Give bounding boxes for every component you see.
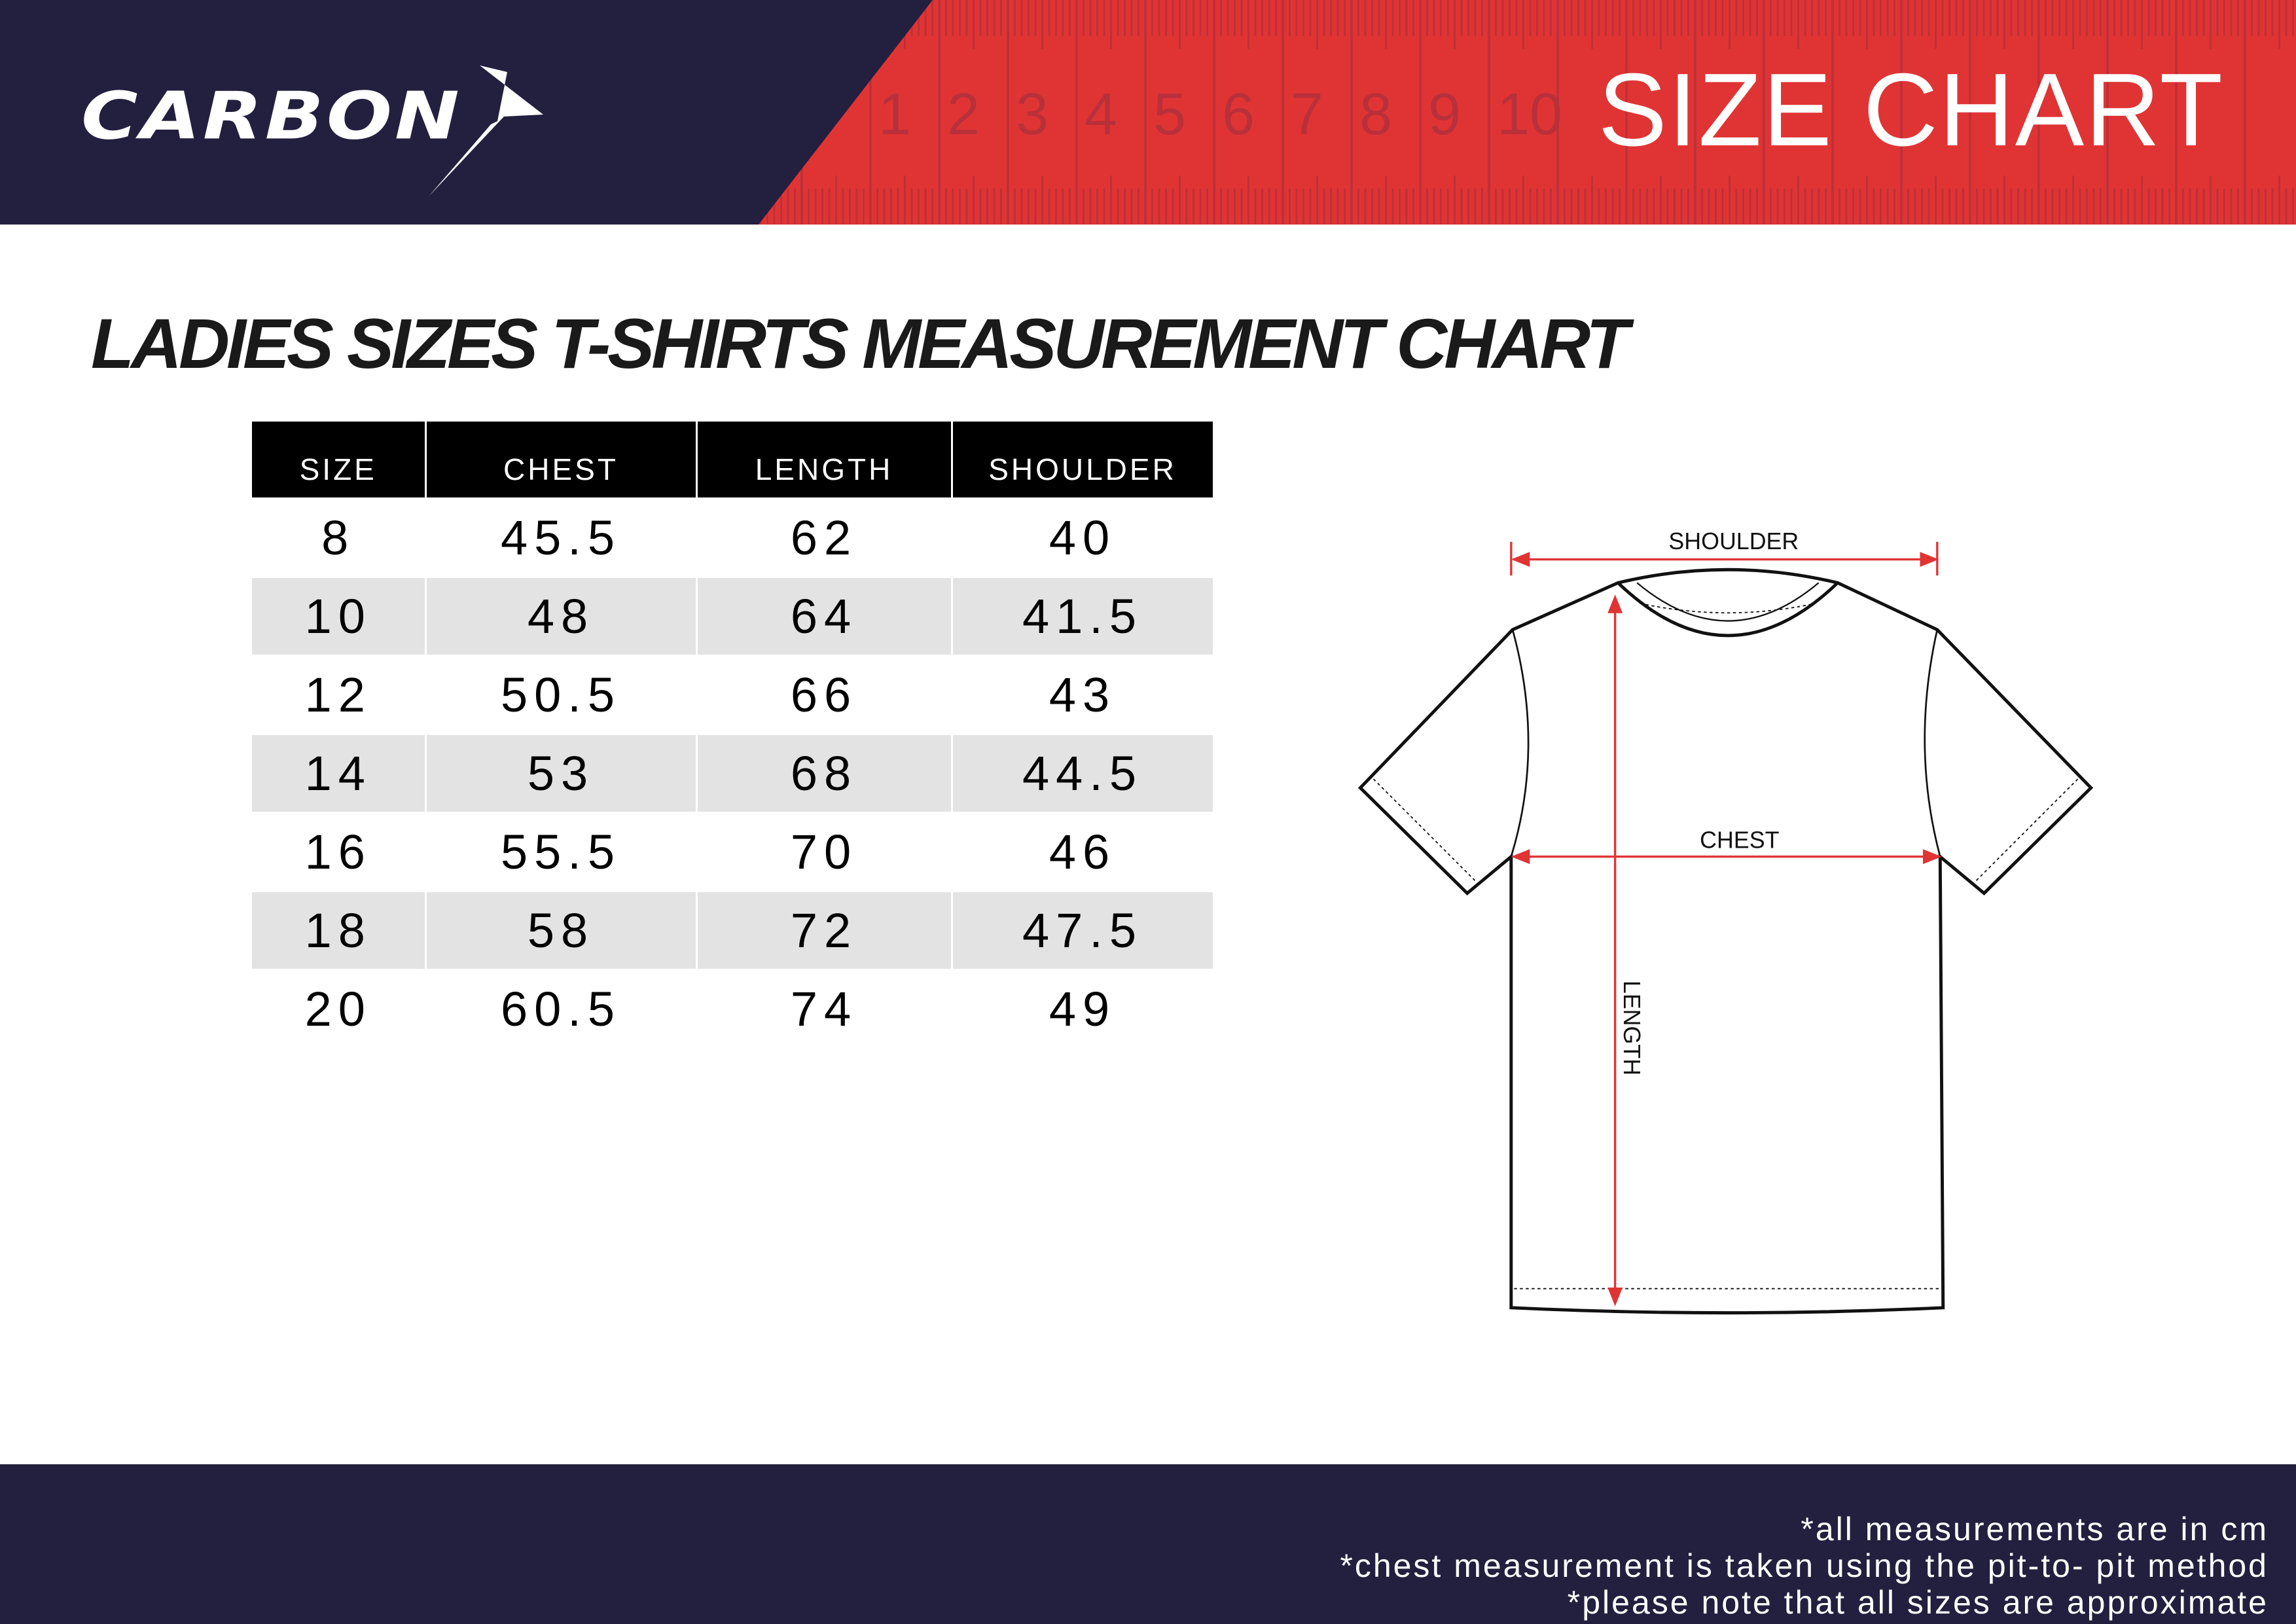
footer-note: *chest measurement is taken using the pi… xyxy=(1340,1547,2269,1584)
column-header-size: SIZE xyxy=(252,422,427,498)
ruler-number: 6 xyxy=(1222,82,1255,147)
ruler-number: 3 xyxy=(1016,82,1049,147)
column-header-shoulder: SHOULDER xyxy=(952,422,1215,498)
chest-label: CHEST xyxy=(1700,827,1779,853)
table-row: 10 48 64 41.5 xyxy=(252,575,1215,655)
cell-size: 8 xyxy=(252,497,427,577)
footer: *all measurements are in cm *chest measu… xyxy=(0,1464,2296,1624)
table-row: 18 58 72 47.5 xyxy=(252,890,1215,969)
brand-logo: CARBON xyxy=(81,77,462,154)
cell-size: 14 xyxy=(252,732,427,812)
shoulder-label: SHOULDER xyxy=(1668,528,1799,554)
cell-shoulder: 47.5 xyxy=(952,890,1215,969)
size-table: SIZE CHEST LENGTH SHOULDER 8 45.5 62 40 10 48 64 4… xyxy=(252,422,1215,1047)
ruler-number: 5 xyxy=(1153,82,1186,147)
cell-shoulder: 41.5 xyxy=(952,575,1215,655)
ruler-number: 2 xyxy=(947,82,980,147)
table-row: 8 45.5 62 40 xyxy=(252,497,1215,577)
cell-size: 12 xyxy=(252,654,427,734)
length-label: LENGTH xyxy=(1619,981,1645,1075)
cell-length: 62 xyxy=(696,497,953,577)
footer-note: *all measurements are in cm xyxy=(1801,1511,2269,1547)
cell-size: 16 xyxy=(252,811,427,891)
table-row: 12 50.5 66 43 xyxy=(252,654,1215,734)
cell-length: 66 xyxy=(696,654,953,734)
cell-chest: 48 xyxy=(425,575,698,655)
cell-shoulder: 46 xyxy=(952,811,1215,891)
ruler-number: 9 xyxy=(1428,82,1461,147)
ruler-number: 8 xyxy=(1359,82,1392,147)
table-row: 20 60.5 74 49 xyxy=(252,968,1215,1047)
cell-length: 74 xyxy=(696,968,953,1047)
column-header-chest: CHEST xyxy=(425,422,698,498)
cell-chest: 58 xyxy=(425,890,698,969)
cell-size: 18 xyxy=(252,890,427,969)
cell-chest: 45.5 xyxy=(425,497,698,577)
header-banner: 1 2 3 4 5 6 7 8 9 10 CARBON SIZE CHART xyxy=(0,0,2296,225)
ruler-number: 1 xyxy=(878,82,911,147)
cell-chest: 53 xyxy=(425,732,698,812)
table-row: 16 55.5 70 46 xyxy=(252,811,1215,891)
cell-chest: 50.5 xyxy=(425,654,698,734)
cell-shoulder: 44.5 xyxy=(952,732,1215,812)
cell-chest: 55.5 xyxy=(425,811,698,891)
column-header-length: LENGTH xyxy=(696,422,953,498)
cell-size: 20 xyxy=(252,968,427,1047)
size-chart-heading: SIZE CHART xyxy=(1598,52,2224,168)
ruler-number: 7 xyxy=(1291,82,1323,147)
measure-arrows xyxy=(1510,541,1942,1307)
ruler-background: 1 2 3 4 5 6 7 8 9 10 xyxy=(0,0,2296,225)
cell-length: 68 xyxy=(696,732,953,812)
cell-shoulder: 43 xyxy=(952,654,1215,734)
cell-shoulder: 49 xyxy=(952,968,1215,1047)
ruler-number: 10 xyxy=(1497,82,1562,147)
cell-length: 64 xyxy=(696,575,953,655)
cell-length: 72 xyxy=(696,890,953,969)
cell-chest: 60.5 xyxy=(425,968,698,1047)
footer-note: *please note that all sizes are approxim… xyxy=(1567,1584,2269,1621)
page-title: LADIES SIZES T-SHIRTS MEASUREMENT CHART xyxy=(91,304,1629,383)
logo-chevron-icon xyxy=(429,65,543,196)
table-row: 14 53 68 44.5 xyxy=(252,732,1215,812)
cell-length: 70 xyxy=(696,811,953,891)
cell-size: 10 xyxy=(252,575,427,655)
ruler-number: 4 xyxy=(1085,82,1117,147)
navy-panel xyxy=(0,0,933,225)
tshirt-outline xyxy=(1357,568,2094,1315)
cell-shoulder: 40 xyxy=(952,497,1215,577)
